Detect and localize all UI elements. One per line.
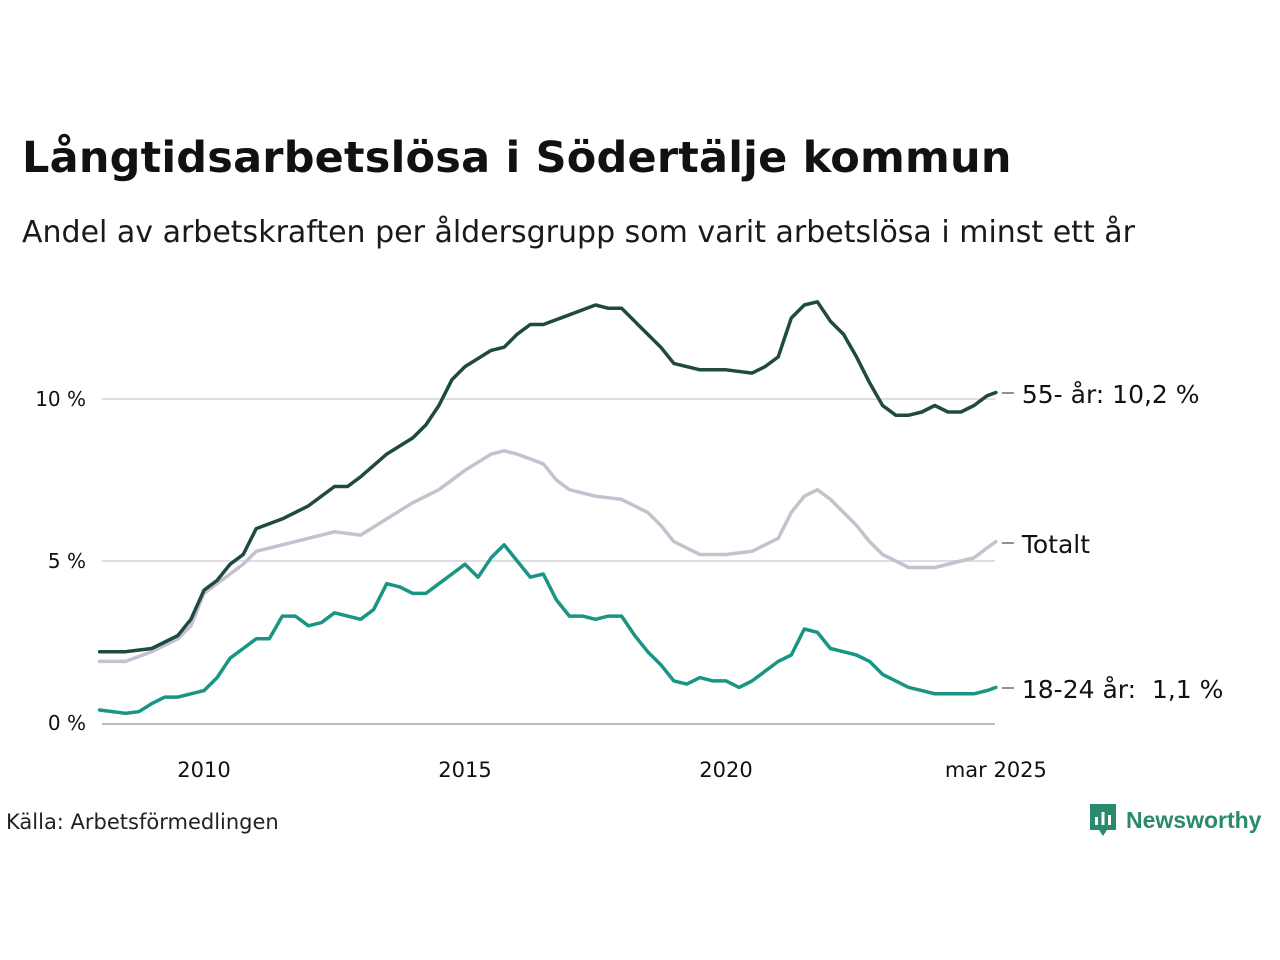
x-tick-label: mar 2025 xyxy=(945,758,1047,782)
x-tick-label: 2015 xyxy=(438,758,491,782)
y-tick-label: 10 % xyxy=(35,387,86,411)
series-line xyxy=(97,300,998,654)
chart-title: Långtidsarbetslösa i Södertälje kommun xyxy=(22,133,1012,183)
source-note: Källa: Arbetsförmedlingen xyxy=(6,810,279,834)
series-end-label: Totalt xyxy=(1021,530,1090,559)
brand-logo: Newsworthy xyxy=(1088,802,1261,838)
x-tick-label: 2010 xyxy=(177,758,230,782)
series-end-label: 55- år: 10,2 % xyxy=(1022,380,1200,409)
series-end-label: 18-24 år: 1,1 % xyxy=(1022,675,1224,704)
brand-name: Newsworthy xyxy=(1126,806,1262,833)
newsworthy-logo-icon xyxy=(1090,804,1116,836)
y-tick-label: 0 % xyxy=(48,711,86,735)
x-tick-label: 2020 xyxy=(699,758,752,782)
y-tick-label: 5 % xyxy=(48,549,86,573)
chart-subtitle: Andel av arbetskraften per åldersgrupp s… xyxy=(22,215,1135,250)
series-line xyxy=(97,449,998,664)
series-line xyxy=(97,543,998,716)
